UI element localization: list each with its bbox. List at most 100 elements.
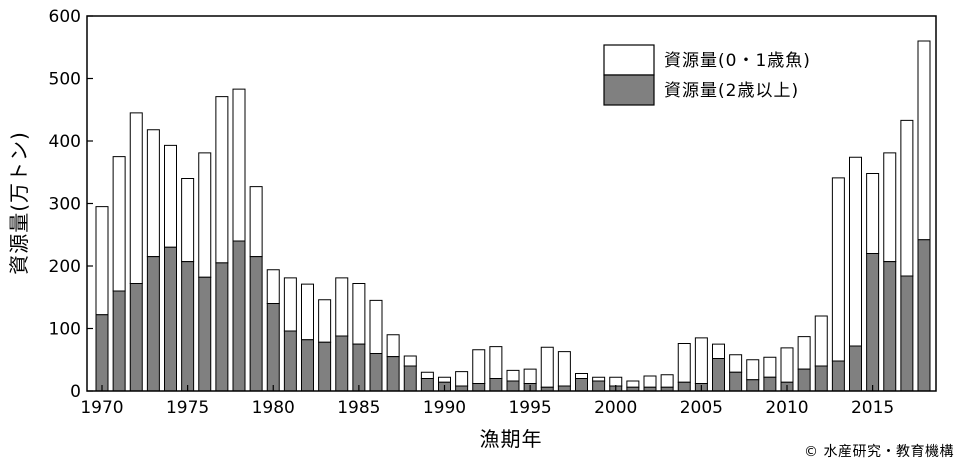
x-axis-title: 漁期年 <box>480 427 543 451</box>
bar-age0-1-1998 <box>575 373 588 379</box>
bar-age0-1-1985 <box>352 283 366 345</box>
bar-age2plus-1973 <box>146 256 160 392</box>
bar-age2plus-1975 <box>181 261 195 392</box>
bar-age0-1-2002 <box>643 375 657 388</box>
bar-age0-1-1977 <box>215 96 229 264</box>
bar-age2plus-1977 <box>215 262 229 392</box>
x-tick-label: 2005 <box>680 398 723 418</box>
bar-age2plus-2014 <box>849 345 862 392</box>
bar-age0-1-1973 <box>146 129 160 258</box>
bar-age2plus-1986 <box>369 353 383 392</box>
bar-age0-1-1983 <box>318 299 332 343</box>
bar-age0-1-1991 <box>455 371 469 387</box>
bar-age0-1-1978 <box>232 88 246 242</box>
bar-age2plus-1983 <box>318 341 332 392</box>
x-tick-label: 1985 <box>337 398 380 418</box>
bar-age0-1-1980 <box>266 269 280 304</box>
bar-age0-1-1982 <box>301 283 314 341</box>
bar-age0-1-1990 <box>438 376 451 383</box>
bar-age0-1-2018 <box>917 40 931 241</box>
legend-label-age2plus: 資源量(2歳以上) <box>664 81 799 101</box>
bar-age0-1-1975 <box>181 178 195 263</box>
bar-age2plus-2008 <box>746 379 760 392</box>
bar-age2plus-1982 <box>301 339 314 392</box>
bar-age0-1-2008 <box>746 359 760 381</box>
x-tick-label: 1975 <box>166 398 209 418</box>
legend-swatch-age2plus <box>603 74 655 106</box>
bar-age2plus-1976 <box>198 276 212 392</box>
bar-age2plus-1985 <box>352 343 366 392</box>
bar-age2plus-1979 <box>249 256 263 392</box>
bar-age2plus-2016 <box>883 261 897 392</box>
bar-age2plus-1999 <box>592 380 606 392</box>
bar-age2plus-2017 <box>900 275 914 392</box>
y-tick-label: 100 <box>49 320 81 340</box>
bar-age0-1-2016 <box>883 152 897 263</box>
bar-age2plus-2011 <box>797 368 811 392</box>
bar-age2plus-2018 <box>917 239 931 392</box>
bar-age2plus-2004 <box>677 381 691 392</box>
bar-age0-1-2012 <box>814 315 828 367</box>
y-tick-label: 0 <box>70 382 81 402</box>
bar-age2plus-1998 <box>575 378 588 392</box>
bar-age0-1-1992 <box>472 349 486 384</box>
bar-age2plus-1970 <box>95 314 109 392</box>
bar-age0-1-1999 <box>592 376 606 382</box>
bar-age2plus-2015 <box>866 253 880 392</box>
bar-age2plus-2012 <box>814 365 828 392</box>
bar-age0-1-1993 <box>489 346 503 379</box>
bar-age0-1-2009 <box>763 356 777 378</box>
bar-age0-1-2004 <box>677 343 691 383</box>
bar-age0-1-1976 <box>198 152 212 278</box>
bar-age2plus-1978 <box>232 240 246 392</box>
bar-age2plus-1989 <box>420 378 434 392</box>
bar-age0-1-1971 <box>112 156 126 292</box>
x-tick-label: 2015 <box>851 398 894 418</box>
bar-age0-1-1972 <box>129 112 143 284</box>
x-tick-label: 2010 <box>765 398 808 418</box>
bar-age2plus-1987 <box>386 356 400 392</box>
bar-age2plus-1994 <box>506 380 520 392</box>
bar-age0-1-1988 <box>403 355 417 367</box>
bar-age2plus-1984 <box>335 335 349 392</box>
bar-age0-1-1994 <box>506 369 520 382</box>
legend-label-age0-1: 資源量(0・1歳魚) <box>664 51 811 71</box>
bar-age2plus-1972 <box>129 283 143 392</box>
legend-swatch-age0-1 <box>603 44 655 76</box>
y-tick-label: 200 <box>49 257 81 277</box>
bar-age0-1-1970 <box>95 206 109 316</box>
bar-age0-1-2015 <box>866 173 880 254</box>
x-tick-label: 1995 <box>508 398 551 418</box>
y-tick-label: 300 <box>49 195 81 215</box>
bar-age2plus-2009 <box>763 376 777 392</box>
bar-age0-1-1984 <box>335 277 349 337</box>
bar-age0-1-2013 <box>831 177 845 362</box>
bar-age0-1-1989 <box>420 371 434 379</box>
bar-age0-1-2017 <box>900 119 914 277</box>
y-axis-title: 資源量(万トン) <box>7 131 31 275</box>
bar-age2plus-1971 <box>112 290 126 392</box>
bar-age0-1-1974 <box>164 144 177 248</box>
bar-age2plus-2013 <box>831 360 845 392</box>
y-tick-label: 600 <box>49 7 81 27</box>
bar-age0-1-2014 <box>849 156 862 347</box>
bar-age0-1-2000 <box>609 376 623 387</box>
bar-age0-1-1996 <box>540 346 554 388</box>
bar-age2plus-2006 <box>712 358 725 392</box>
bar-age0-1-2007 <box>729 354 743 373</box>
bar-age0-1-1979 <box>249 186 263 258</box>
bar-age0-1-1981 <box>283 277 297 332</box>
bar-age0-1-1987 <box>386 334 400 358</box>
copyright-credit: © 水産研究・教育機構 <box>804 444 954 460</box>
bar-age0-1-2011 <box>797 336 811 370</box>
bar-age2plus-1988 <box>403 365 417 392</box>
bar-age0-1-2005 <box>694 337 708 384</box>
bar-age0-1-1997 <box>557 351 571 387</box>
bar-age0-1-1995 <box>523 368 537 384</box>
x-tick-label: 1970 <box>80 398 123 418</box>
bar-age2plus-1980 <box>266 303 280 392</box>
bar-age0-1-2003 <box>660 374 674 388</box>
y-tick-label: 500 <box>49 70 81 90</box>
bar-age2plus-2007 <box>729 371 743 392</box>
bar-age0-1-2001 <box>626 380 640 388</box>
